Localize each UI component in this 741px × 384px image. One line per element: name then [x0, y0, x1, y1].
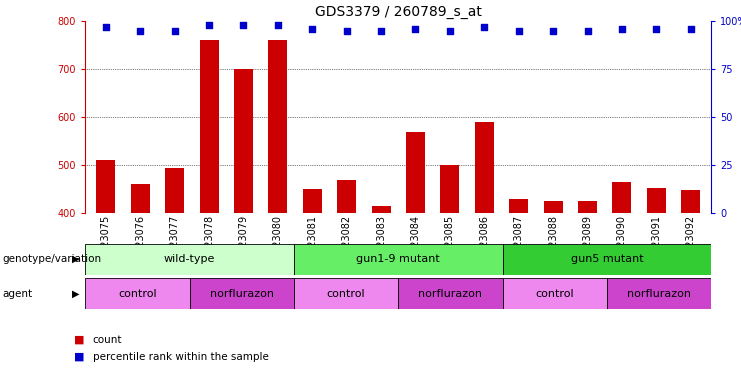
Title: GDS3379 / 260789_s_at: GDS3379 / 260789_s_at — [315, 5, 482, 19]
Bar — [544, 201, 562, 213]
Bar — [509, 199, 528, 213]
Point — [238, 22, 250, 28]
Point — [479, 24, 491, 30]
Text: control: control — [118, 289, 156, 299]
Bar — [131, 184, 150, 213]
Bar — [613, 182, 631, 213]
Point — [100, 24, 112, 30]
Point — [616, 26, 628, 32]
Bar — [234, 69, 253, 213]
Point — [513, 28, 525, 34]
Text: gun1-9 mutant: gun1-9 mutant — [356, 254, 440, 264]
Bar — [165, 167, 184, 213]
Point — [306, 26, 318, 32]
Point — [651, 26, 662, 32]
Bar — [96, 161, 116, 213]
Point — [203, 22, 215, 28]
Bar — [303, 189, 322, 213]
Text: norflurazon: norflurazon — [419, 289, 482, 299]
Bar — [268, 40, 288, 213]
Text: wild-type: wild-type — [164, 254, 215, 264]
Bar — [85, 244, 294, 275]
Point — [547, 28, 559, 34]
Bar — [85, 278, 190, 309]
Point — [410, 26, 422, 32]
Point — [272, 22, 284, 28]
Bar — [372, 206, 391, 213]
Point — [582, 28, 594, 34]
Point — [169, 28, 181, 34]
Bar — [681, 190, 700, 213]
Text: norflurazon: norflurazon — [210, 289, 273, 299]
Bar — [647, 188, 665, 213]
Point — [685, 26, 697, 32]
Bar — [578, 201, 597, 213]
Bar — [294, 278, 398, 309]
Bar — [475, 122, 494, 213]
Point — [341, 28, 353, 34]
Bar — [406, 131, 425, 213]
Text: control: control — [536, 289, 574, 299]
Text: count: count — [93, 335, 122, 345]
Bar — [502, 278, 607, 309]
Text: norflurazon: norflurazon — [627, 289, 691, 299]
Text: ▶: ▶ — [72, 254, 79, 264]
Text: control: control — [327, 289, 365, 299]
Bar — [607, 278, 711, 309]
Text: percentile rank within the sample: percentile rank within the sample — [93, 352, 268, 362]
Text: agent: agent — [2, 289, 33, 299]
Text: gun5 mutant: gun5 mutant — [571, 254, 643, 264]
Bar — [337, 180, 356, 213]
Bar — [502, 244, 711, 275]
Bar — [440, 165, 459, 213]
Point — [375, 28, 387, 34]
Bar — [190, 278, 294, 309]
Text: genotype/variation: genotype/variation — [2, 254, 102, 264]
Bar — [199, 40, 219, 213]
Bar — [294, 244, 502, 275]
Bar — [399, 278, 502, 309]
Text: ▶: ▶ — [72, 289, 79, 299]
Point — [444, 28, 456, 34]
Text: ■: ■ — [74, 352, 84, 362]
Point — [134, 28, 146, 34]
Text: ■: ■ — [74, 335, 84, 345]
